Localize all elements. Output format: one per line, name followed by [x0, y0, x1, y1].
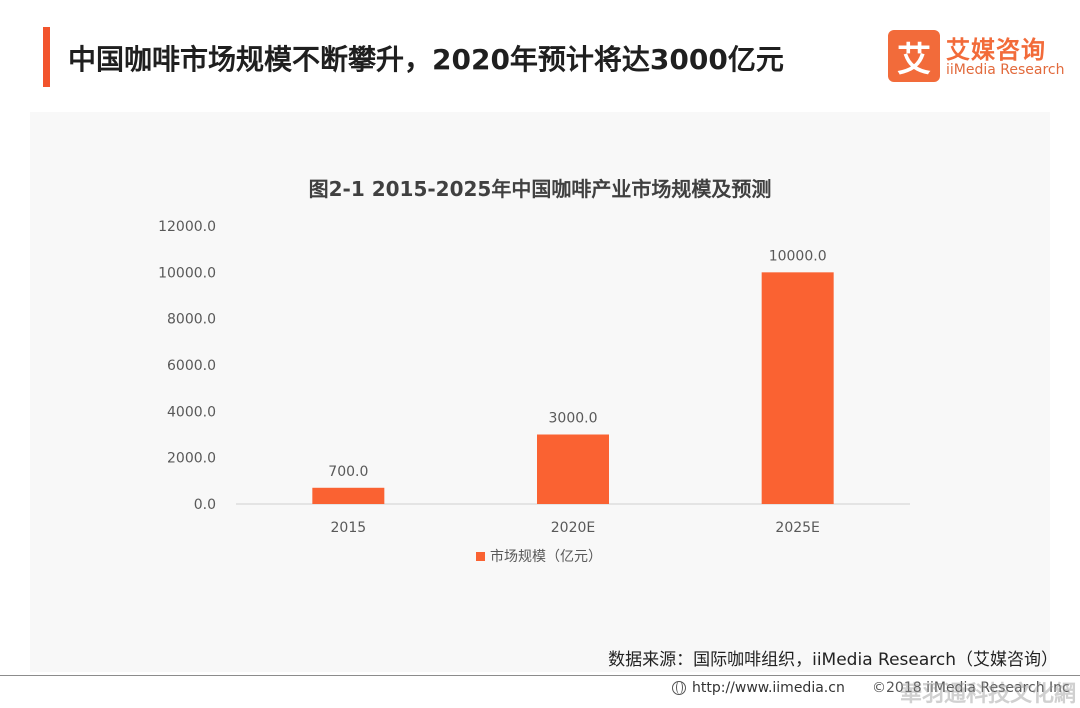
- title-accent-bar: [43, 27, 50, 87]
- footer-copyright: ©2018 iiMedia Research Inc: [872, 680, 1070, 696]
- data-source-note: 数据来源：国际咖啡组织，iiMedia Research（艾媒咨询）: [608, 650, 1058, 670]
- legend-swatch: [476, 552, 485, 561]
- chart-panel: 图2-1 2015-2025年中国咖啡产业市场规模及预测 0.0 2000.0 400…: [30, 112, 1050, 672]
- data-label-2015: 700.0: [328, 464, 368, 480]
- x-tick-label: 2025E: [775, 520, 819, 536]
- bar-2025E: [761, 272, 834, 504]
- watermark-text: 華羽通科技文化網: [900, 682, 1077, 707]
- page-title: 中国咖啡市场规模不断攀升，2020年预计将达3000亿元: [68, 43, 784, 76]
- x-tick-label: 2015: [331, 520, 367, 536]
- page-header: 中国咖啡市场规模不断攀升，2020年预计将达3000亿元 艾 艾媒咨询 iiMe…: [0, 0, 1080, 110]
- y-tick-label: 2000.0: [167, 451, 216, 467]
- footer-url-text: http://www.iimedia.cn: [692, 680, 845, 696]
- iimedia-logo[interactable]: 艾 艾媒咨询 iiMedia Research: [888, 30, 1065, 82]
- y-tick-label: 4000.0: [167, 404, 216, 420]
- data-label-2025E: 10000.0: [769, 248, 827, 264]
- y-tick-label: 6000.0: [167, 358, 216, 374]
- y-tick-label: 12000.0: [158, 219, 216, 235]
- footer-divider: [0, 675, 1080, 676]
- chart-title: 图2-1 2015-2025年中国咖啡产业市场规模及预测: [309, 177, 772, 201]
- y-tick-label: 0.0: [194, 497, 216, 513]
- logo-mark-icon: 艾: [888, 30, 940, 82]
- logo-name-cn: 艾媒咨询: [946, 36, 1046, 64]
- bar-2015: [312, 487, 385, 504]
- bar-2020E: [537, 434, 609, 504]
- x-tick-label: 2020E: [551, 520, 595, 536]
- globe-icon: [672, 681, 686, 695]
- bar-chart: 图2-1 2015-2025年中国咖啡产业市场规模及预测 0.0 2000.0 400…: [158, 177, 910, 565]
- y-tick-label: 10000.0: [158, 265, 216, 281]
- y-tick-label: 8000.0: [167, 312, 216, 328]
- data-label-2020E: 3000.0: [549, 411, 598, 427]
- logo-name-en: iiMedia Research: [946, 62, 1065, 78]
- legend-label: 市场规模（亿元）: [490, 548, 602, 565]
- footer-url-link[interactable]: http://www.iimedia.cn: [672, 680, 845, 696]
